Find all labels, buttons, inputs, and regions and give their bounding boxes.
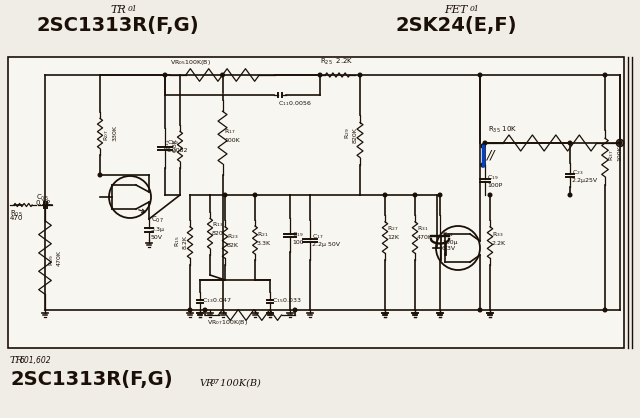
Text: 2SC1313R(F,G): 2SC1313R(F,G)	[10, 370, 173, 389]
Circle shape	[438, 193, 442, 197]
Text: TR: TR	[110, 5, 126, 15]
Text: 2SC1313R(F,G): 2SC1313R(F,G)	[36, 16, 199, 35]
Text: //: //	[487, 149, 495, 162]
Text: 50V: 50V	[151, 235, 163, 240]
Text: 100K(B): 100K(B)	[217, 379, 260, 388]
Circle shape	[483, 141, 487, 145]
Text: R$_{29}$
820K: R$_{29}$ 820K	[343, 127, 358, 143]
Text: C$_{09}$
0.0082: C$_{09}$ 0.0082	[167, 138, 189, 153]
Text: C$_{21}$
100μ
6.3V: C$_{21}$ 100μ 6.3V	[442, 230, 458, 251]
Circle shape	[604, 308, 607, 312]
Text: C$_{11}$0.0056: C$_{11}$0.0056	[278, 99, 312, 108]
Circle shape	[188, 308, 192, 312]
Text: R$_{25}$  2.2K: R$_{25}$ 2.2K	[320, 57, 353, 67]
Text: R$_{13}$
820: R$_{13}$ 820	[212, 220, 224, 236]
Text: 470: 470	[10, 215, 24, 221]
Text: C$_{19}$
100P: C$_{19}$ 100P	[487, 173, 502, 188]
Circle shape	[618, 141, 622, 145]
Circle shape	[568, 141, 572, 145]
Text: C$_{23}$
2.2μ25V: C$_{23}$ 2.2μ25V	[572, 168, 598, 183]
Text: R$_{35}$ 10K: R$_{35}$ 10K	[488, 125, 517, 135]
Text: C$_{19}$
100: C$_{19}$ 100	[292, 230, 303, 245]
Text: R$_{15}$
8.2K: R$_{15}$ 8.2K	[173, 235, 188, 249]
Text: R$_{37}$
100K: R$_{37}$ 100K	[607, 145, 622, 161]
Circle shape	[318, 73, 322, 77]
Text: 07: 07	[211, 379, 220, 385]
Circle shape	[293, 308, 297, 312]
Text: R$_{07}$
330K: R$_{07}$ 330K	[102, 125, 117, 141]
Text: 0.22: 0.22	[36, 200, 51, 206]
Text: R$_{27}$
12K: R$_{27}$ 12K	[387, 224, 399, 240]
Circle shape	[223, 193, 227, 197]
Circle shape	[98, 173, 102, 177]
Text: R$_{33}$
2.2K: R$_{33}$ 2.2K	[492, 230, 506, 245]
Circle shape	[163, 73, 167, 77]
Text: FET: FET	[444, 5, 468, 15]
Circle shape	[488, 193, 492, 197]
Circle shape	[204, 308, 207, 312]
Text: C$_{17}$
2.2μ 50V: C$_{17}$ 2.2μ 50V	[312, 232, 340, 247]
Text: R$_{09}$
470K: R$_{09}$ 470K	[47, 250, 62, 265]
Text: VR: VR	[200, 379, 214, 388]
Text: 01: 01	[128, 5, 138, 13]
Text: 01: 01	[470, 5, 480, 13]
Circle shape	[481, 144, 485, 148]
Text: R$_{11}$
6.8K: R$_{11}$ 6.8K	[163, 138, 178, 152]
Circle shape	[221, 73, 224, 77]
Bar	[8, 57, 624, 348]
Text: R$_{31}$
470K: R$_{31}$ 470K	[417, 224, 433, 240]
Text: C$_{05}$: C$_{05}$	[36, 193, 49, 203]
Circle shape	[478, 73, 482, 77]
Circle shape	[358, 73, 362, 77]
Circle shape	[568, 193, 572, 197]
Text: R$_{05}$: R$_{05}$	[10, 209, 23, 219]
Circle shape	[604, 73, 607, 77]
Text: 3.3μ: 3.3μ	[151, 227, 165, 232]
Text: 2SK24(E,F): 2SK24(E,F)	[396, 16, 516, 35]
Circle shape	[481, 163, 485, 167]
Text: C$_{15}$0.033: C$_{15}$0.033	[272, 296, 301, 305]
Circle shape	[413, 193, 417, 197]
Circle shape	[253, 193, 257, 197]
Text: VR$_{05}$100K(B): VR$_{05}$100K(B)	[170, 58, 211, 67]
Text: TR: TR	[10, 356, 24, 365]
Circle shape	[383, 193, 387, 197]
Text: VR$_{07}$100K(B): VR$_{07}$100K(B)	[207, 318, 248, 327]
Text: 601,602: 601,602	[20, 356, 52, 365]
Circle shape	[478, 308, 482, 312]
Text: R$_{17}$
100K: R$_{17}$ 100K	[225, 127, 240, 143]
Text: R$_{23}$
82K: R$_{23}$ 82K	[227, 232, 239, 247]
Text: R$_{21}$
3.3K: R$_{21}$ 3.3K	[257, 230, 271, 245]
Text: C$_{07}$: C$_{07}$	[151, 214, 164, 224]
Text: C$_{13}$0.047: C$_{13}$0.047	[202, 296, 232, 305]
